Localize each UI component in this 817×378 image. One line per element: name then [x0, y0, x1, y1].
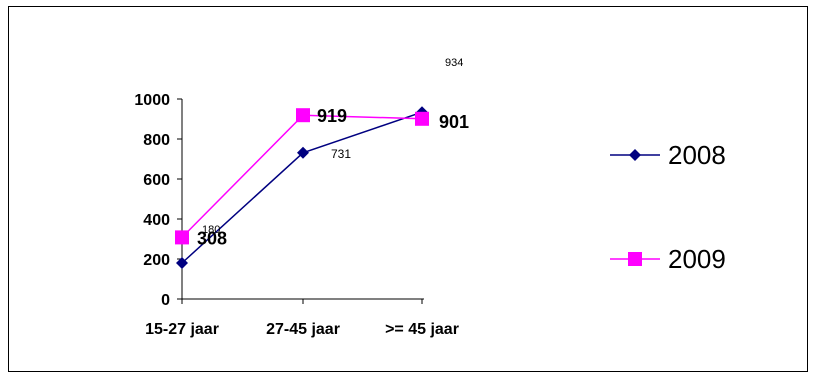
marker-2008-1: [297, 146, 309, 159]
y-tick-label-2: 400: [143, 212, 170, 229]
y-tick-label-0: 0: [161, 292, 170, 309]
legend-marker-2008: [629, 149, 641, 161]
y-tick-label-3: 600: [143, 172, 170, 189]
data-label-2009-1: 919: [317, 106, 347, 126]
legend-label-2008: 2008: [668, 140, 726, 170]
y-tick-label-5: 1000: [134, 92, 170, 109]
x-tick-label-2: >= 45 jaar: [385, 321, 459, 338]
x-tick-label-0: 15-27 jaar: [145, 321, 219, 338]
data-label-2008-0: 180: [202, 224, 220, 236]
line-chart: 0 200 400 600 800 1000 15-27 jaar 27-45 jaar >= …: [134, 57, 726, 338]
data-label-2008-2: 934: [445, 57, 463, 69]
chart-frame: 0 200 400 600 800 1000 15-27 jaar 27-45 jaar >= …: [8, 6, 808, 372]
data-label-2009-0: 308: [197, 228, 227, 248]
legend-label-2009: 2009: [668, 244, 726, 274]
marker-2009-1: [296, 108, 310, 123]
marker-2008-0: [176, 257, 188, 269]
data-label-2009-2: 901: [439, 112, 469, 132]
marker-2009-0: [175, 230, 189, 245]
y-tick-label-4: 800: [143, 132, 170, 149]
marker-2009-2: [415, 111, 429, 126]
y-tick-label-1: 200: [143, 252, 170, 269]
series-line-2009: [181, 114, 423, 238]
x-tick-label-1: 27-45 jaar: [266, 321, 340, 338]
data-label-2008-1: 731: [331, 147, 351, 161]
legend-marker-2009: [628, 252, 642, 266]
